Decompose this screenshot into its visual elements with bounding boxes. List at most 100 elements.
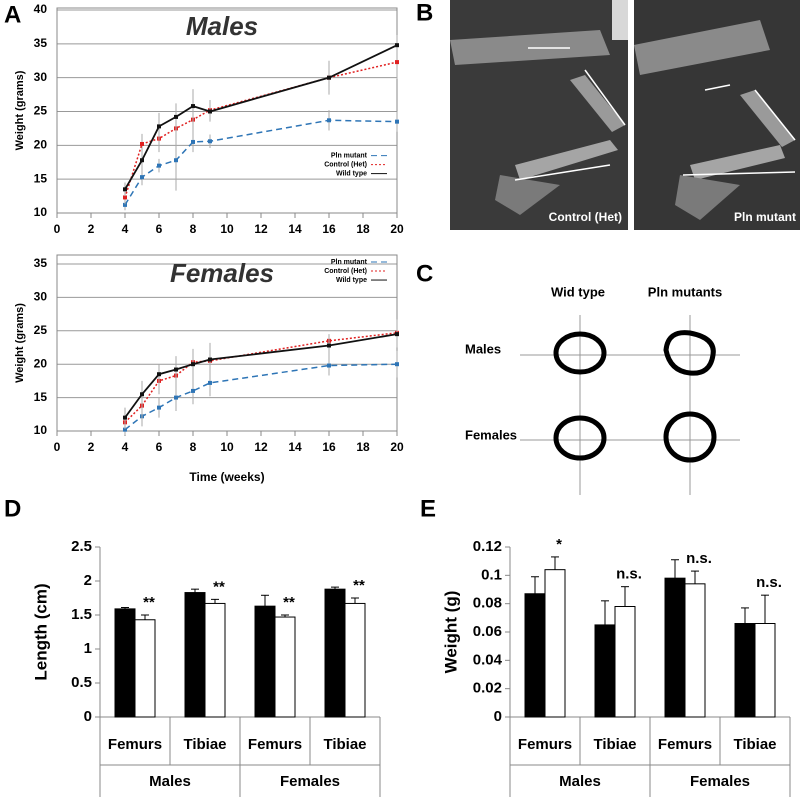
data-point <box>191 139 195 144</box>
data-point <box>123 202 127 207</box>
x-tick-label: 16 <box>322 222 336 236</box>
x-tick-label: 14 <box>288 222 302 236</box>
foot <box>495 175 560 215</box>
panel-labels: A B C D E <box>4 0 436 522</box>
x-tick-label: 16 <box>322 440 336 454</box>
data-point <box>191 104 195 109</box>
x-tick-label: 8 <box>190 440 197 454</box>
spine <box>634 20 770 75</box>
x-tick-label: Tibiae <box>593 736 636 753</box>
data-point <box>123 427 127 432</box>
legend-label: Pln mutant <box>331 152 368 159</box>
panel-label: B <box>416 0 433 26</box>
y-tick-label: 30 <box>34 290 48 304</box>
bar <box>594 624 616 718</box>
data-point <box>157 124 161 129</box>
cross-section-panel: Wid type Pln mutants Males Females <box>465 284 740 495</box>
x-tick-label: 6 <box>156 222 163 236</box>
y-tick-label: 20 <box>34 138 48 152</box>
bar <box>344 602 366 718</box>
data-point <box>123 187 127 192</box>
data-point <box>327 363 331 368</box>
y-tick-label: 25 <box>34 323 48 337</box>
x-tick-label: 6 <box>156 440 163 454</box>
x-tick-label: 10 <box>220 440 234 454</box>
series-line <box>124 44 398 190</box>
group-label: Females <box>690 773 750 790</box>
significance-label: ** <box>283 594 295 611</box>
xray-background <box>612 0 628 40</box>
x-tick-label: Tibiae <box>733 736 776 753</box>
y-tick-label: 30 <box>34 70 48 84</box>
bar <box>524 593 546 718</box>
x-tick-label: Femurs <box>658 736 712 753</box>
x-tick-label: 18 <box>356 440 370 454</box>
bone <box>570 75 625 132</box>
panel-label: A <box>4 1 21 28</box>
row-label: Females <box>465 427 517 442</box>
x-tick-label: Tibiae <box>323 736 366 753</box>
cross-section <box>553 415 607 461</box>
arrow <box>682 171 796 176</box>
x-tick-label: Femurs <box>518 736 572 753</box>
chart-title: Males <box>186 11 258 41</box>
x-tick-label: Tibiae <box>183 736 226 753</box>
y-axis-label: Weight (g) <box>441 591 460 674</box>
y-tick-label: 0.1 <box>481 566 502 583</box>
panel-label: C <box>416 260 433 287</box>
bar <box>664 577 686 718</box>
legend-label: Pln mutant <box>331 259 368 266</box>
bar <box>324 588 346 718</box>
x-tick-label: 0 <box>54 222 61 236</box>
arrow <box>514 164 611 181</box>
cross-section <box>663 330 716 376</box>
y-tick-label: 1 <box>84 640 92 657</box>
data-point <box>395 332 399 337</box>
data-point <box>395 43 399 48</box>
bar <box>544 569 566 718</box>
bone <box>515 140 618 180</box>
legend-label: Wild type <box>336 170 367 177</box>
data-point <box>208 109 212 114</box>
data-point <box>208 357 212 362</box>
y-tick-label: 35 <box>34 36 48 50</box>
x-tick-label: 4 <box>122 440 129 454</box>
y-tick-label: 1.5 <box>71 606 92 623</box>
y-tick-label: 0.02 <box>473 680 502 697</box>
x-tick-label: 20 <box>390 440 404 454</box>
series-line <box>124 119 398 206</box>
data-point <box>395 119 399 124</box>
foot <box>675 175 740 220</box>
y-tick-label: 0.12 <box>473 538 502 555</box>
group-label: Males <box>149 773 191 790</box>
data-point <box>208 380 212 385</box>
x-tick-label: 4 <box>122 222 129 236</box>
y-tick-label: 0.06 <box>473 623 502 640</box>
y-tick-label: 0.08 <box>473 595 502 612</box>
data-point <box>157 163 161 168</box>
significance-label: n.s. <box>616 566 642 583</box>
data-point <box>327 75 331 80</box>
y-tick-label: 10 <box>34 423 48 437</box>
y-tick-label: 35 <box>34 256 48 270</box>
bar <box>754 623 776 718</box>
data-point <box>191 388 195 393</box>
y-tick-label: 25 <box>34 104 48 118</box>
x-tick-label: 12 <box>254 440 268 454</box>
bone <box>690 145 785 180</box>
x-tick-label: Femurs <box>248 736 302 753</box>
column-label: Wid type <box>551 284 605 299</box>
arrow <box>704 84 731 91</box>
data-point <box>140 175 144 180</box>
significance-label: * <box>556 536 562 553</box>
bar <box>614 606 636 718</box>
y-tick-label: 40 <box>34 2 48 16</box>
y-tick-label: 0 <box>84 708 92 725</box>
y-tick-label: 0.5 <box>71 674 92 691</box>
bar <box>204 602 226 718</box>
group-label: Males <box>559 773 601 790</box>
legend-label: Wild type <box>336 277 367 284</box>
data-point <box>140 158 144 163</box>
data-point <box>327 343 331 348</box>
